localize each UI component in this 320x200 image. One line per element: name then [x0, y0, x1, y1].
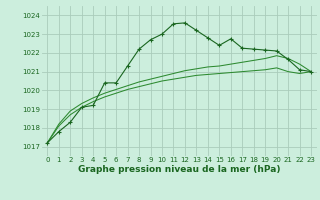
X-axis label: Graphe pression niveau de la mer (hPa): Graphe pression niveau de la mer (hPa) [78, 165, 280, 174]
